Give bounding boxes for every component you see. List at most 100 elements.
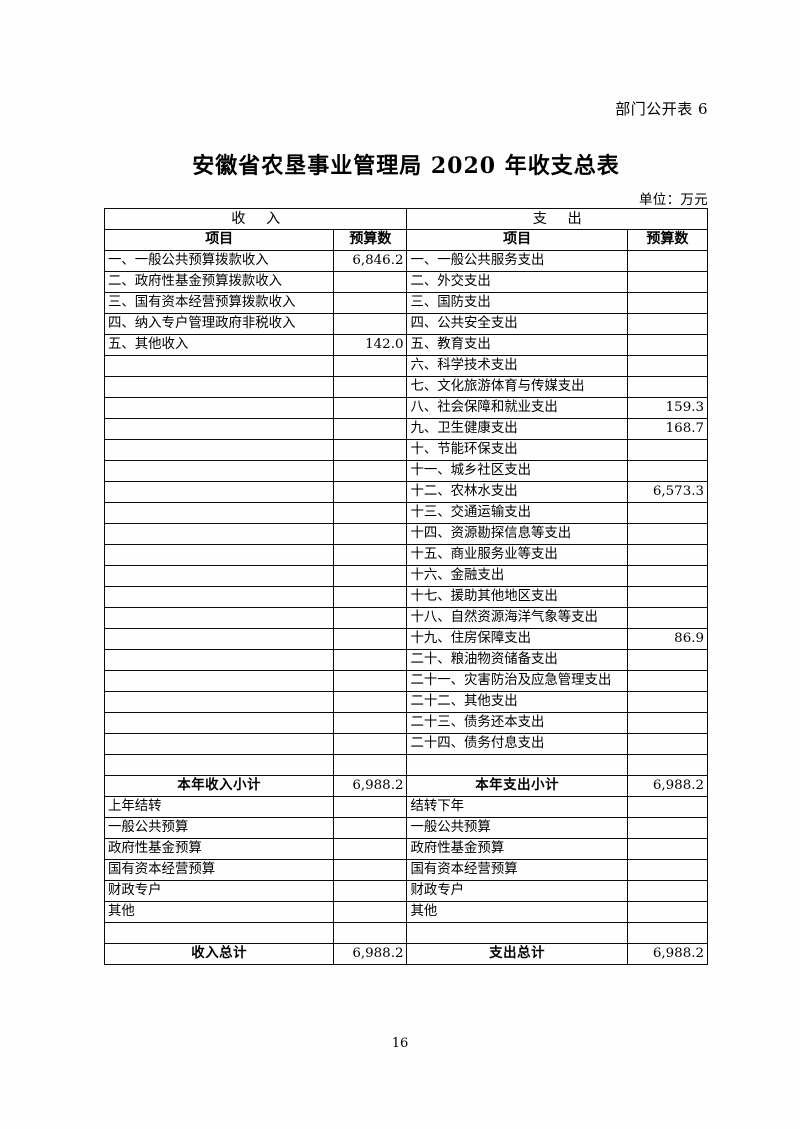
income-item-value [333, 691, 408, 713]
expenditure-item-value: 6,573.3 [626, 481, 709, 503]
income-item-label [103, 439, 335, 461]
table-grand-total-row: 收入总计 6,988.2 支出总计 6,988.2 [103, 943, 709, 965]
expenditure-item-value [626, 544, 709, 566]
colhead-income-budget: 预算数 [333, 229, 408, 251]
table-carryover-row [103, 922, 709, 944]
table-carryover-row: 国有资本经营预算 国有资本经营预算 [103, 859, 709, 881]
expenditure-item-value [626, 460, 709, 482]
expenditure-item-label: 二十四、债务付息支出 [406, 733, 628, 755]
expenditure-item-label: 十五、商业服务业等支出 [406, 544, 628, 566]
income-item-value [333, 544, 408, 566]
carryover-expenditure-label: 财政专户 [406, 880, 628, 902]
expenditure-item-value [626, 271, 709, 293]
income-item-label [103, 733, 335, 755]
expenditure-item-label: 七、文化旅游体育与传媒支出 [406, 376, 628, 398]
table-row: 十四、资源勘探信息等支出 [103, 523, 709, 545]
expenditure-item-value [626, 607, 709, 629]
income-item-label [103, 628, 335, 650]
expenditure-item-value [626, 292, 709, 314]
income-item-value [333, 460, 408, 482]
carryover-income-label: 政府性基金预算 [103, 838, 335, 860]
budget-summary-table: 收 入支 出项目 预算数 项目 预算数 一、一般公共预算拨款收入 6,846.2 一、一般公… [103, 208, 709, 965]
income-item-label [103, 586, 335, 608]
expenditure-item-value [626, 502, 709, 524]
expenditure-item-value [626, 691, 709, 713]
table-row: 十九、住房保障支出 86.9 [103, 628, 709, 650]
income-item-label [103, 481, 335, 503]
table-row: 二十、粮油物资储备支出 [103, 649, 709, 671]
table-row: 十七、援助其他地区支出 [103, 586, 709, 608]
income-item-value [333, 439, 408, 461]
expenditure-item-label: 十六、金融支出 [406, 565, 628, 587]
table-row: 二十三、债务还本支出 [103, 712, 709, 734]
income-item-value [333, 418, 408, 440]
table-row: 十八、自然资源海洋气象等支出 [103, 607, 709, 629]
income-item-value: 6,846.2 [333, 250, 408, 272]
colhead-expenditure-budget: 预算数 [626, 229, 709, 251]
carryover-income-value [333, 901, 408, 923]
table-row: 十三、交通运输支出 [103, 502, 709, 524]
subtotal-expenditure-value: 6,988.2 [626, 775, 709, 797]
table-row: 三、国有资本经营预算拨款收入 三、国防支出 [103, 292, 709, 314]
expenditure-item-value [626, 670, 709, 692]
income-item-label [103, 607, 335, 629]
income-item-value [333, 397, 408, 419]
income-item-label: 二、政府性基金预算拨款收入 [103, 271, 335, 293]
table-row: 九、卫生健康支出 168.7 [103, 418, 709, 440]
carryover-expenditure-label [406, 922, 628, 944]
table-row: 二十二、其他支出 [103, 691, 709, 713]
expenditure-item-value [626, 523, 709, 545]
table-row: 二十一、灾害防治及应急管理支出 [103, 670, 709, 692]
income-item-label: 四、纳入专户管理政府非税收入 [103, 313, 335, 335]
table-row: 十二、农林水支出 6,573.3 [103, 481, 709, 503]
expenditure-item-label: 一、一般公共服务支出 [406, 250, 628, 272]
table-row: 八、社会保障和就业支出 159.3 [103, 397, 709, 419]
income-item-value: 142.0 [333, 334, 408, 356]
expenditure-item-label: 四、公共安全支出 [406, 313, 628, 335]
income-item-value [333, 502, 408, 524]
carryover-expenditure-value [626, 901, 709, 923]
expenditure-item-value [626, 334, 709, 356]
income-item-label: 三、国有资本经营预算拨款收入 [103, 292, 335, 314]
carryover-expenditure-label: 一般公共预算 [406, 817, 628, 839]
expenditure-item-label: 八、社会保障和就业支出 [406, 397, 628, 419]
income-item-value [333, 313, 408, 335]
expenditure-item-label: 十九、住房保障支出 [406, 628, 628, 650]
expenditure-item-label: 十七、援助其他地区支出 [406, 586, 628, 608]
income-item-label [103, 418, 335, 440]
income-item-label [103, 670, 335, 692]
expenditure-item-label: 十八、自然资源海洋气象等支出 [406, 607, 628, 629]
expenditure-item-label: 十三、交通运输支出 [406, 502, 628, 524]
expenditure-item-label: 二十、粮油物资储备支出 [406, 649, 628, 671]
expenditure-item-value [626, 355, 709, 377]
income-item-label [103, 355, 335, 377]
income-item-label [103, 502, 335, 524]
income-item-value [333, 565, 408, 587]
table-row: 二、政府性基金预算拨款收入 二、外交支出 [103, 271, 709, 293]
unit-label: 单位：万元 [639, 192, 708, 208]
table-row: 六、科学技术支出 [103, 355, 709, 377]
carryover-expenditure-label: 其他 [406, 901, 628, 923]
income-item-value [333, 628, 408, 650]
expenditure-item-label: 二十三、债务还本支出 [406, 712, 628, 734]
expenditure-item-value [626, 250, 709, 272]
expenditure-item-label: 十二、农林水支出 [406, 481, 628, 503]
table-subtotal-row: 本年收入小计 6,988.2 本年支出小计 6,988.2 [103, 775, 709, 797]
carryover-income-value [333, 817, 408, 839]
table-row: 四、纳入专户管理政府非税收入 四、公共安全支出 [103, 313, 709, 335]
table-carryover-row: 政府性基金预算 政府性基金预算 [103, 838, 709, 860]
table-carryover-row: 其他 其他 [103, 901, 709, 923]
expenditure-item-value [626, 376, 709, 398]
expenditure-item-label: 二十一、灾害防治及应急管理支出 [406, 670, 628, 692]
carryover-income-label: 一般公共预算 [103, 817, 335, 839]
expenditure-item-label: 二十二、其他支出 [406, 691, 628, 713]
page-title: 安徽省农垦事业管理局 2020 年收支总表 [192, 153, 620, 179]
income-item-value [333, 292, 408, 314]
income-item-value [333, 376, 408, 398]
income-item-label [103, 691, 335, 713]
income-item-value [333, 754, 408, 776]
income-item-value [333, 712, 408, 734]
expenditure-item-value: 86.9 [626, 628, 709, 650]
income-item-label [103, 376, 335, 398]
expenditure-item-value [626, 565, 709, 587]
